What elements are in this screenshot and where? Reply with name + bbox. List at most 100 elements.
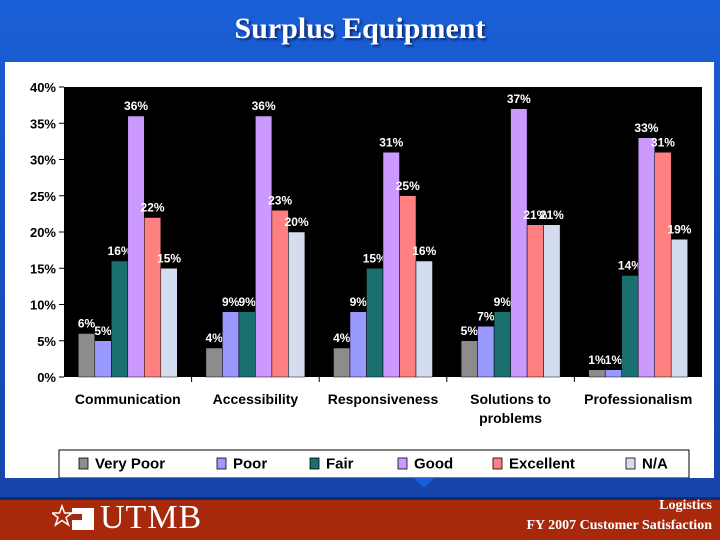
bar-poor xyxy=(222,311,240,378)
y-tick-label: 10% xyxy=(30,298,56,313)
bar-data-label: 9% xyxy=(238,295,256,309)
legend-label: Excellent xyxy=(509,456,575,473)
y-axis: 0% 5% 10% 15% 20% 25% 30% 35% 40% xyxy=(30,80,64,385)
x-category-label: Professionalism xyxy=(584,391,692,407)
bars-group: 6%5%16%36%22%15%4%9% 9%36%23%20%4%9%15%31… xyxy=(78,92,692,382)
bar-very-poor xyxy=(333,347,351,378)
bar-data-label: 23% xyxy=(268,193,292,207)
bar-very-poor xyxy=(460,340,478,378)
bar-n-a xyxy=(288,231,306,378)
bar-data-label: 4% xyxy=(205,331,223,345)
bar-very-poor xyxy=(205,347,223,378)
bar-poor xyxy=(94,340,112,378)
bar-data-label: 15% xyxy=(363,251,387,265)
legend-swatch xyxy=(216,457,227,470)
bar-data-label: 5% xyxy=(94,324,112,338)
x-category-label: Communication xyxy=(75,391,181,407)
bar-data-label: 22% xyxy=(141,201,165,215)
bar-fair xyxy=(621,275,639,378)
bar-data-label: 9% xyxy=(350,295,368,309)
legend-label: Very Poor xyxy=(95,456,165,473)
bar-good xyxy=(510,108,528,378)
bar-data-label: 15% xyxy=(157,251,181,265)
legend-label: N/A xyxy=(642,456,668,473)
bar-data-label: 16% xyxy=(412,244,436,258)
bar-excellent xyxy=(271,210,289,378)
bar-data-label: 36% xyxy=(252,99,276,113)
y-tick-label: 15% xyxy=(30,261,56,276)
bar-data-label: 9% xyxy=(222,295,240,309)
bar-very-poor xyxy=(588,369,606,378)
y-tick-label: 35% xyxy=(30,116,56,131)
chart-panel: 0% 5% 10% 15% 20% 25% 30% 35% 40% 6% 5% 16% 36% 22% 1… xyxy=(5,62,714,478)
x-axis-labels: Communication Accessibility Responsiveness… xyxy=(75,391,692,426)
bar-n-a xyxy=(415,260,433,378)
bar-data-label: 5% xyxy=(461,324,479,338)
pointer-arrow xyxy=(414,478,434,488)
y-tick-label: 30% xyxy=(30,153,56,168)
y-tick-label: 5% xyxy=(37,334,56,349)
legend-label: Poor xyxy=(233,456,267,473)
star-flag-icon xyxy=(52,503,94,530)
bar-data-label: 31% xyxy=(379,135,403,149)
bar-excellent xyxy=(526,224,544,378)
bar-data-label: 21% xyxy=(523,208,547,222)
bar-chart: 0%5%10%15%20%25%30%35%40% 6%5%16%36%22%1… xyxy=(30,80,702,478)
y-tick-label: 25% xyxy=(30,189,56,204)
bar-poor xyxy=(477,326,495,378)
bar-good xyxy=(255,115,273,378)
bar-data-label: 7% xyxy=(477,309,495,323)
y-tick-label: 20% xyxy=(30,225,56,240)
bar-data-label: 6% xyxy=(78,317,96,331)
bar-data-label: 9% xyxy=(494,295,512,309)
x-category-label: Accessibility xyxy=(213,391,299,407)
bar-data-label: 19% xyxy=(667,222,691,236)
footer-line-2: FY 2007 Customer Satisfaction xyxy=(526,518,713,533)
utmb-logo: UTMB xyxy=(52,500,202,536)
legend-box xyxy=(58,449,690,478)
legend-label: Good xyxy=(414,456,453,473)
bar-data-label: 33% xyxy=(634,121,658,135)
bar-excellent xyxy=(399,195,417,378)
bar-data-label: 36% xyxy=(124,99,148,113)
bar-data-label: 4% xyxy=(333,331,351,345)
legend-swatch xyxy=(625,457,636,470)
footer-caption: Logistics FY 2007 Customer Satisfaction xyxy=(527,496,713,536)
bar-data-label: 31% xyxy=(651,135,675,149)
bar-good xyxy=(127,115,145,378)
bar-excellent xyxy=(144,217,162,378)
x-category-label: problems xyxy=(479,410,542,426)
bar-fair xyxy=(366,268,384,378)
legend-label: Fair xyxy=(326,456,354,473)
slide-title: Surplus Equipment xyxy=(234,12,486,45)
footer-line-1: Logistics xyxy=(659,498,712,513)
legend-swatch xyxy=(78,457,89,470)
y-tick-label: 40% xyxy=(30,80,56,95)
bar-n-a xyxy=(160,268,178,378)
bar-fair xyxy=(238,311,256,378)
legend-swatch xyxy=(397,457,408,470)
x-category-label: Responsiveness xyxy=(328,391,439,407)
legend-swatch xyxy=(309,457,320,470)
legend: Very Poor Poor Fair Good Excellent N/A xyxy=(78,456,668,473)
bar-very-poor xyxy=(78,333,96,378)
bar-data-label: 14% xyxy=(618,259,642,273)
bar-poor xyxy=(349,311,367,378)
x-category-label: Solutions to xyxy=(470,391,551,407)
bar-data-label: 37% xyxy=(507,92,531,106)
bar-fair xyxy=(111,260,129,378)
bar-good xyxy=(637,137,655,378)
bar-poor xyxy=(604,369,622,378)
bar-data-label: 25% xyxy=(396,179,420,193)
bar-data-label: 21% xyxy=(540,208,564,222)
footer-bar xyxy=(0,497,720,540)
legend-swatch xyxy=(492,457,503,470)
bar-fair xyxy=(493,311,511,378)
bar-data-label: 1% xyxy=(588,353,606,367)
bar-n-a xyxy=(543,224,561,378)
bar-data-label: 20% xyxy=(285,215,309,229)
bar-excellent xyxy=(654,152,672,378)
logo-text: UTMB xyxy=(100,499,203,536)
y-tick-label: 0% xyxy=(37,370,56,385)
bar-n-a xyxy=(670,239,688,378)
